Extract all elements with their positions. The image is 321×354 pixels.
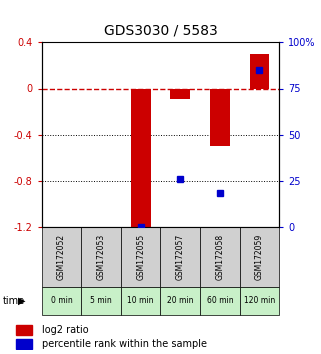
FancyBboxPatch shape xyxy=(121,287,160,315)
Text: GSM172053: GSM172053 xyxy=(97,234,106,280)
FancyBboxPatch shape xyxy=(200,287,240,315)
Text: 60 min: 60 min xyxy=(207,296,233,306)
FancyBboxPatch shape xyxy=(160,227,200,287)
FancyBboxPatch shape xyxy=(81,227,121,287)
Text: percentile rank within the sample: percentile rank within the sample xyxy=(42,339,207,349)
FancyBboxPatch shape xyxy=(200,227,240,287)
Text: GSM172052: GSM172052 xyxy=(57,234,66,280)
FancyBboxPatch shape xyxy=(121,227,160,287)
Bar xyxy=(249,54,269,88)
FancyBboxPatch shape xyxy=(42,287,81,315)
Text: log2 ratio: log2 ratio xyxy=(42,325,88,335)
Text: time: time xyxy=(3,296,25,306)
FancyBboxPatch shape xyxy=(42,227,81,287)
Text: GSM172055: GSM172055 xyxy=(136,234,145,280)
Text: ▶: ▶ xyxy=(18,296,25,306)
Bar xyxy=(16,325,32,335)
Text: GSM172058: GSM172058 xyxy=(215,234,224,280)
FancyBboxPatch shape xyxy=(160,287,200,315)
Text: GSM172059: GSM172059 xyxy=(255,234,264,280)
Text: 10 min: 10 min xyxy=(127,296,154,306)
Text: 120 min: 120 min xyxy=(244,296,275,306)
FancyBboxPatch shape xyxy=(240,287,279,315)
Bar xyxy=(131,88,151,232)
Text: GSM172057: GSM172057 xyxy=(176,234,185,280)
Bar xyxy=(16,339,32,349)
Text: 0 min: 0 min xyxy=(51,296,73,306)
Text: 5 min: 5 min xyxy=(90,296,112,306)
FancyBboxPatch shape xyxy=(240,227,279,287)
Bar xyxy=(170,88,190,99)
FancyBboxPatch shape xyxy=(81,287,121,315)
Text: 20 min: 20 min xyxy=(167,296,194,306)
Bar xyxy=(210,88,230,146)
Text: GDS3030 / 5583: GDS3030 / 5583 xyxy=(104,23,217,37)
